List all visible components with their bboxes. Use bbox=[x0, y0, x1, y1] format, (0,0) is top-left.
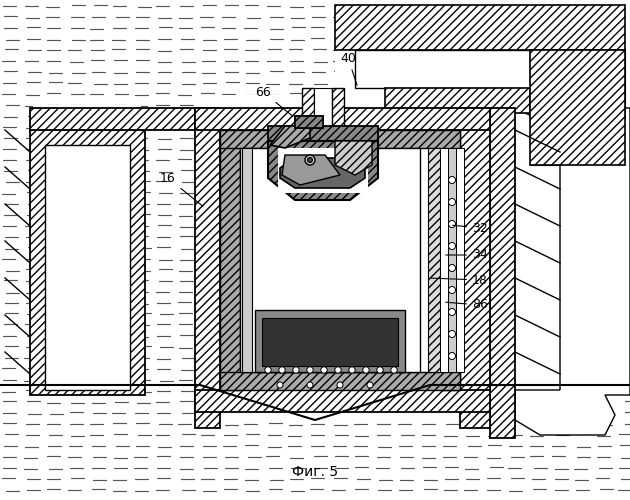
Bar bbox=[480, 95, 625, 425]
Circle shape bbox=[449, 308, 455, 316]
Bar bbox=[295, 116, 323, 128]
Bar bbox=[314, 88, 332, 130]
Bar bbox=[335, 5, 625, 50]
Bar bbox=[278, 148, 368, 193]
Circle shape bbox=[449, 176, 455, 184]
Text: 40: 40 bbox=[340, 52, 357, 86]
Bar bbox=[530, 50, 625, 165]
Polygon shape bbox=[282, 155, 340, 185]
Text: Фиг. 5: Фиг. 5 bbox=[292, 465, 338, 479]
Circle shape bbox=[363, 367, 369, 373]
Circle shape bbox=[265, 367, 271, 373]
Bar bbox=[440, 130, 460, 390]
Circle shape bbox=[321, 367, 327, 373]
Bar bbox=[220, 130, 460, 148]
Circle shape bbox=[349, 367, 355, 373]
Bar bbox=[240, 148, 420, 372]
Bar bbox=[30, 130, 145, 395]
Bar bbox=[195, 108, 220, 428]
Circle shape bbox=[279, 367, 285, 373]
Text: 34: 34 bbox=[446, 248, 488, 262]
Bar bbox=[242, 148, 252, 372]
Circle shape bbox=[449, 220, 455, 228]
Bar bbox=[195, 95, 480, 420]
Bar bbox=[530, 88, 625, 118]
Circle shape bbox=[307, 367, 313, 373]
Circle shape bbox=[277, 382, 283, 388]
Circle shape bbox=[335, 367, 341, 373]
Text: 66: 66 bbox=[255, 86, 293, 116]
Bar bbox=[195, 108, 490, 130]
Bar bbox=[255, 310, 405, 372]
Bar bbox=[195, 390, 490, 412]
Text: 32: 32 bbox=[453, 222, 488, 234]
Circle shape bbox=[449, 352, 455, 360]
Bar bbox=[428, 148, 440, 372]
Circle shape bbox=[449, 198, 455, 205]
Bar bbox=[220, 372, 460, 390]
Circle shape bbox=[305, 155, 315, 165]
Bar bbox=[302, 88, 314, 130]
Bar bbox=[268, 126, 378, 141]
Bar bbox=[220, 130, 240, 390]
Text: 18: 18 bbox=[431, 274, 488, 286]
Text: 16: 16 bbox=[160, 172, 203, 206]
Bar bbox=[490, 108, 515, 438]
Bar bbox=[448, 148, 456, 372]
Circle shape bbox=[449, 330, 455, 338]
Circle shape bbox=[307, 382, 313, 388]
Text: 86: 86 bbox=[446, 298, 488, 312]
Bar bbox=[460, 108, 490, 428]
Bar bbox=[335, 0, 630, 170]
Bar bbox=[440, 148, 448, 372]
Circle shape bbox=[337, 382, 343, 388]
Circle shape bbox=[377, 367, 383, 373]
Bar bbox=[456, 148, 464, 372]
Bar bbox=[295, 116, 323, 128]
Bar bbox=[355, 50, 530, 88]
Bar bbox=[385, 88, 530, 113]
Bar bbox=[530, 50, 625, 90]
Bar bbox=[45, 145, 130, 390]
Circle shape bbox=[449, 242, 455, 250]
Bar bbox=[332, 88, 344, 130]
Circle shape bbox=[307, 158, 312, 162]
Bar bbox=[45, 145, 130, 390]
Polygon shape bbox=[335, 141, 372, 175]
Bar bbox=[530, 50, 625, 165]
Polygon shape bbox=[270, 126, 310, 148]
Circle shape bbox=[449, 286, 455, 294]
Bar bbox=[262, 318, 398, 366]
Circle shape bbox=[449, 264, 455, 272]
Polygon shape bbox=[515, 108, 630, 435]
Bar bbox=[30, 108, 195, 130]
Polygon shape bbox=[280, 158, 365, 188]
Circle shape bbox=[367, 382, 373, 388]
Bar bbox=[33, 105, 141, 390]
Circle shape bbox=[391, 367, 397, 373]
Circle shape bbox=[293, 367, 299, 373]
Polygon shape bbox=[268, 141, 378, 200]
